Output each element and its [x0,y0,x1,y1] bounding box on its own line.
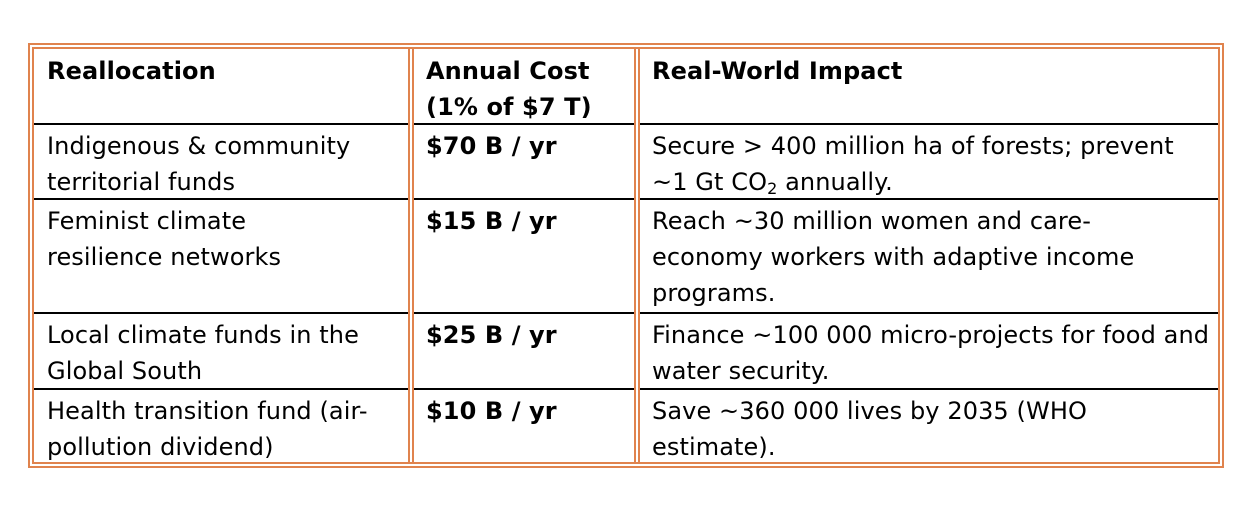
table-row-reallocation: Feminist climate resilience networks [47,207,282,271]
row-divider [640,312,1218,314]
column-divider [638,49,640,462]
row-divider [414,198,634,200]
table-inner-border [32,47,1220,464]
column-divider [412,49,414,462]
table-row-reallocation: Local climate funds in the Global South [47,321,359,385]
row-divider [34,388,408,390]
table-row-impact: Reach ~30 million women and care-economy… [652,207,1135,307]
row-divider [34,198,408,200]
column-divider [408,49,410,462]
table-row-impact: Finance ~100 000 micro-projects for food… [652,321,1210,385]
table-row-cost: $10 B / yr [426,397,557,425]
row-divider [640,123,1218,125]
row-divider [414,312,634,314]
reallocation-table: Reallocation Annual Cost (1% of $7 T) Re… [28,43,1224,468]
table-row-reallocation: Health transition fund (air-pollution di… [47,397,368,461]
impact-text: annually. [777,168,893,196]
header-reallocation: Reallocation [47,57,216,85]
row-divider [640,198,1218,200]
row-divider [414,388,634,390]
table-row-cost: $25 B / yr [426,321,557,349]
impact-subscript: 2 [767,179,778,198]
header-real-world-impact: Real-World Impact [652,57,903,85]
row-divider [34,123,408,125]
impact-text: Secure > 400 million ha of forests; prev… [652,132,1174,196]
row-divider [640,388,1218,390]
table-row-impact: Secure > 400 million ha of forests; prev… [652,128,1212,200]
table-row-impact: Save ~360 000 lives by 2035 (WHO estimat… [652,397,1087,461]
table-row-cost: $15 B / yr [426,207,557,235]
header-annual-cost: Annual Cost (1% of $7 T) [426,57,592,121]
row-divider [414,123,634,125]
table-row-cost: $70 B / yr [426,132,557,160]
column-divider [634,49,636,462]
table-row-reallocation: Indigenous & community territorial funds [47,132,351,196]
row-divider [34,312,408,314]
